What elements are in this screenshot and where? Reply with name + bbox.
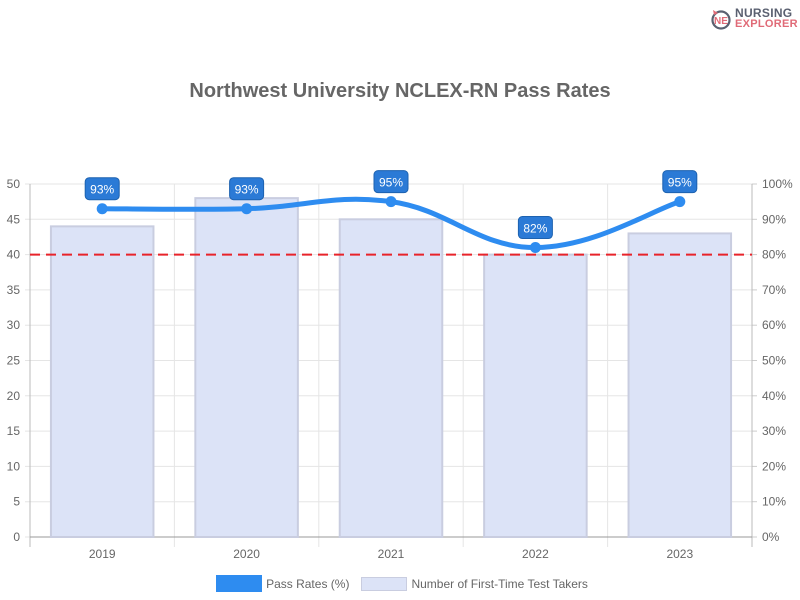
- bar: [194, 197, 299, 538]
- left-tick-label: 5: [13, 495, 20, 509]
- right-tick-label: 60%: [762, 318, 786, 332]
- right-tick-label: 20%: [762, 459, 786, 473]
- data-point: [96, 203, 108, 215]
- data-point: [674, 196, 686, 208]
- left-tick-label: 10: [7, 459, 21, 473]
- x-tick-label: 2023: [666, 547, 693, 561]
- svg-text:NE: NE: [714, 16, 728, 27]
- data-label-bg: [373, 170, 409, 194]
- data-point: [529, 242, 541, 254]
- left-tick-label: 25: [7, 354, 21, 368]
- data-label-text: 93%: [90, 183, 114, 197]
- bar: [483, 253, 588, 538]
- data-label-bg: [662, 170, 698, 194]
- data-point: [385, 196, 397, 208]
- left-tick-label: 50: [7, 177, 21, 191]
- data-label-bg: [84, 177, 120, 201]
- chart-title: Northwest University NCLEX-RN Pass Rates: [189, 80, 611, 102]
- legend-swatch-line: [216, 575, 263, 592]
- data-label: 95%: [662, 170, 698, 194]
- logo-line1: NURSING: [735, 6, 793, 20]
- right-tick-label: 40%: [762, 389, 786, 403]
- x-tick-label: 2019: [89, 547, 116, 561]
- data-point: [241, 203, 253, 215]
- right-tick-label: 100%: [762, 177, 793, 191]
- left-tick-label: 15: [7, 424, 21, 438]
- data-label-text: 93%: [235, 183, 259, 197]
- bar: [49, 225, 155, 539]
- x-tick-label: 2020: [233, 547, 260, 561]
- data-label: 95%: [373, 170, 409, 194]
- data-label-text: 95%: [668, 176, 692, 190]
- legend: Pass Rates (%) Number of First-Time Test…: [0, 575, 800, 592]
- logo-line2: EXPLORER: [735, 18, 798, 30]
- nursing-explorer-logo: NE NURSING EXPLORER: [710, 6, 798, 30]
- left-tick-label: 0: [13, 530, 20, 544]
- data-label-text: 82%: [523, 222, 547, 236]
- right-tick-label: 70%: [762, 283, 786, 297]
- legend-item-pass-rates[interactable]: Pass Rates (%): [216, 575, 349, 592]
- data-label-bg: [229, 177, 265, 201]
- bar: [627, 232, 733, 538]
- right-tick-label: 90%: [762, 212, 786, 226]
- data-label-bg: [517, 216, 553, 240]
- right-tick-label: 80%: [762, 248, 786, 262]
- legend-item-test-takers[interactable]: Number of First-Time Test Takers: [361, 576, 588, 591]
- legend-swatch-bar: [361, 576, 408, 591]
- right-tick-label: 10%: [762, 495, 786, 509]
- right-tick-label: 30%: [762, 424, 786, 438]
- data-label-text: 95%: [379, 176, 403, 190]
- left-tick-label: 35: [7, 283, 21, 297]
- left-tick-label: 20: [7, 389, 21, 403]
- right-tick-label: 0%: [762, 530, 780, 544]
- data-label: 82%: [517, 216, 553, 240]
- legend-label-test-takers: Number of First-Time Test Takers: [411, 576, 588, 591]
- bar: [338, 218, 444, 539]
- left-tick-label: 40: [7, 248, 21, 262]
- left-tick-label: 30: [7, 318, 21, 332]
- left-tick-label: 45: [7, 212, 21, 226]
- data-label: 93%: [84, 177, 120, 201]
- right-tick-label: 50%: [762, 354, 786, 368]
- legend-label-pass-rates: Pass Rates (%): [266, 576, 350, 591]
- x-tick-label: 2021: [378, 547, 405, 561]
- data-label: 93%: [229, 177, 265, 201]
- x-tick-label: 2022: [522, 547, 549, 561]
- logo-icon: NE: [711, 10, 731, 30]
